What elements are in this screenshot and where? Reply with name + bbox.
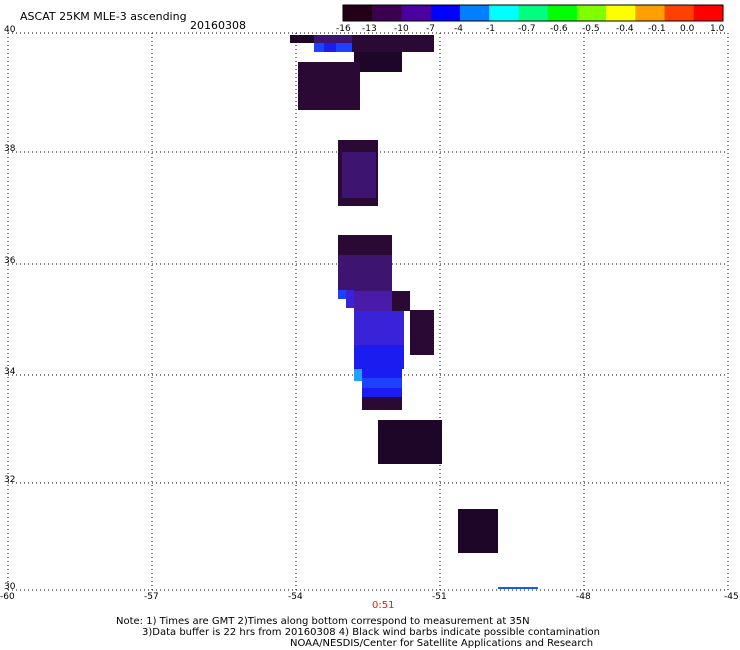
colorbar-swatch bbox=[459, 5, 490, 21]
colorbar-swatch bbox=[693, 5, 724, 21]
time-label: 0:51 bbox=[372, 600, 395, 611]
swath-cell bbox=[290, 35, 314, 43]
colorbar-swatch bbox=[343, 5, 373, 21]
swath-cell bbox=[314, 35, 352, 43]
longitude-label: -51 bbox=[432, 592, 447, 602]
colorbar-tick-label: -7 bbox=[426, 24, 435, 34]
colorbar-tick-label: -1 bbox=[486, 24, 495, 34]
swath-cell bbox=[354, 345, 404, 369]
scatterometer-swath bbox=[290, 35, 498, 553]
latitude-label: 38 bbox=[4, 144, 16, 154]
latitude-label: 34 bbox=[4, 367, 16, 377]
colorbar-swatch bbox=[489, 5, 519, 21]
latitude-label: 40 bbox=[4, 25, 16, 35]
longitude-label: -54 bbox=[288, 592, 303, 602]
swath-cell bbox=[314, 43, 324, 52]
swath-cell bbox=[354, 311, 404, 345]
colorbar-tick-label: 0.0 bbox=[680, 24, 695, 34]
colorbar-swatch bbox=[547, 5, 578, 21]
swath-cell bbox=[338, 255, 392, 291]
colorbar-swatch bbox=[518, 5, 549, 21]
swath-cell bbox=[338, 235, 392, 255]
colorbar-tick-label: -0.7 bbox=[518, 24, 536, 34]
swath-cell bbox=[392, 291, 410, 311]
colorbar-tick-label: -16 bbox=[336, 24, 351, 34]
map-date: 20160308 bbox=[190, 19, 246, 32]
colorbar bbox=[342, 4, 724, 22]
colorbar-tick-label: -0.5 bbox=[582, 24, 600, 34]
longitude-label: -48 bbox=[576, 592, 591, 602]
swath-cell bbox=[346, 290, 354, 308]
colorbar-tick-label: -0.6 bbox=[550, 24, 568, 34]
colorbar-frame bbox=[342, 4, 724, 22]
colorbar-tick-label: -0.4 bbox=[616, 24, 634, 34]
swath-cell bbox=[324, 43, 336, 52]
swath-cell bbox=[410, 310, 434, 355]
swath-cell bbox=[354, 52, 402, 72]
colorbar-swatch bbox=[635, 5, 666, 21]
note-line-3: NOAA/NESDIS/Center for Satellite Applica… bbox=[290, 638, 594, 649]
swath-cell bbox=[352, 35, 434, 52]
swath-cell bbox=[458, 509, 498, 553]
colorbar-swatch bbox=[664, 5, 695, 21]
latitude-label: 36 bbox=[4, 256, 16, 266]
swath-cell bbox=[336, 43, 352, 52]
colorbar-swatch bbox=[576, 5, 607, 21]
swath-cell bbox=[362, 378, 402, 388]
note-line-2: 3)Data buffer is 22 hrs from 20160308 4)… bbox=[142, 627, 600, 638]
colorbar-tick-label: -10 bbox=[394, 24, 409, 34]
map-title: ASCAT 25KM MLE-3 ascending bbox=[20, 10, 187, 23]
swath-cell bbox=[362, 397, 402, 410]
latitude-label: 30 bbox=[4, 582, 16, 592]
colorbar-tick-label: -4 bbox=[454, 24, 463, 34]
colorbar-swatch bbox=[430, 5, 461, 21]
swath-cell bbox=[342, 152, 376, 198]
note-line-1: Note: 1) Times are GMT 2)Times along bot… bbox=[116, 616, 530, 627]
swath-cell bbox=[378, 420, 442, 464]
swath-cell bbox=[354, 369, 364, 381]
longitude-label: -60 bbox=[0, 592, 15, 602]
longitude-label: -57 bbox=[144, 592, 159, 602]
colorbar-swatch bbox=[401, 5, 432, 21]
colorbar-tick-label: -13 bbox=[362, 24, 377, 34]
colorbar-tick-label: 1.0 bbox=[710, 24, 725, 34]
swath-cell bbox=[298, 62, 360, 110]
colorbar-tick-label: -0.1 bbox=[648, 24, 666, 34]
swath-cell bbox=[338, 290, 346, 299]
latitude-label: 32 bbox=[4, 475, 16, 485]
colorbar-swatch bbox=[372, 5, 402, 21]
longitude-label: -45 bbox=[724, 592, 739, 602]
colorbar-swatch bbox=[606, 5, 636, 21]
